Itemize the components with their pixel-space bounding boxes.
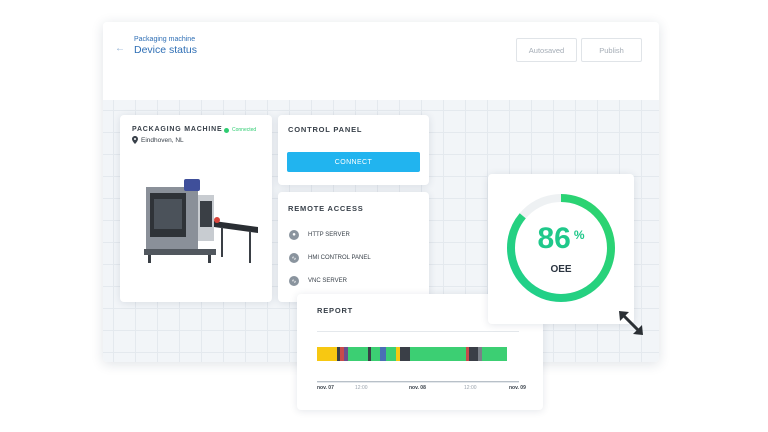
status-text: Connected [232,127,257,133]
machine-panel[interactable]: PACKAGING MACHINE Connected Eindhoven, N… [120,115,272,302]
timeline-segment [368,347,372,361]
report-title: REPORT [317,306,354,315]
timeline-segment [409,347,467,361]
cast-icon: ∿ [289,276,299,286]
timeline-segment [478,347,483,361]
timeline-segment [395,347,400,361]
timeline-segment [344,347,349,361]
machine-image [144,179,258,263]
machine-title: PACKAGING MACHINE [132,126,223,133]
back-arrow-icon[interactable]: ← [115,43,125,54]
control-panel: CONTROL PANEL CONNECT [278,115,429,185]
page-header: ← Packaging machine Device status Autosa… [103,22,659,101]
remote-item-label: VNC SERVER [308,278,347,284]
control-panel-title: CONTROL PANEL [288,125,363,134]
tick-label: nov. 08 [409,385,426,391]
remote-access-panel: REMOTE ACCESS ● HTTP SERVER ∿ HMI CONTRO… [278,192,429,302]
report-chart-frame [317,331,519,383]
timeline-segment [466,347,470,361]
timeline-segment [348,347,369,361]
timeline-segment [337,347,341,361]
timeline-segment [371,347,380,361]
report-timeline-bar [317,347,519,361]
status-badge: Connected [224,127,256,133]
timeline-segment [469,347,479,361]
globe-icon: ● [289,230,299,240]
connect-button[interactable]: CONNECT [287,152,420,172]
tick-label: 12:00 [355,385,368,391]
report-panel[interactable]: REPORT nov. 07 12:00 nov. 08 12:00 nov. … [297,294,543,410]
oee-value-row: 86% [488,222,634,256]
timeline-segment [482,347,507,361]
remote-item-hmi[interactable]: ∿ HMI CONTROL PANEL [289,253,371,263]
autosaved-button[interactable]: Autosaved [516,38,577,62]
oee-value: 86 [537,222,571,255]
report-axis [317,381,519,382]
remote-item-label: HMI CONTROL PANEL [308,255,371,261]
tick-label: nov. 07 [317,385,334,391]
oee-label: OEE [550,264,572,275]
remote-item-http[interactable]: ● HTTP SERVER [289,230,350,240]
status-dot-icon [224,127,229,133]
oee-widget[interactable]: 86% OEE [488,174,634,324]
cast-icon: ∿ [289,253,299,263]
breadcrumb[interactable]: Packaging machine [134,36,196,43]
tick-label: 12:00 [464,385,477,391]
location-text: Eindhoven, NL [141,136,184,144]
timeline-segment [317,347,338,361]
tick-label: nov. 09 [509,385,526,391]
remote-item-label: HTTP SERVER [308,232,350,238]
page-title: Device status [134,44,198,56]
gauge-arc [507,194,615,302]
remote-access-title: REMOTE ACCESS [288,204,364,213]
oee-gauge [507,194,615,302]
timeline-segment [399,347,410,361]
oee-unit: % [573,228,585,242]
publish-button[interactable]: Publish [581,38,642,62]
timeline-segment [385,347,396,361]
timeline-segment [340,347,345,361]
machine-location: Eindhoven, NL [132,136,184,144]
remote-item-vnc[interactable]: ∿ VNC SERVER [289,276,347,286]
location-pin-icon [132,136,138,144]
resize-handle-icon[interactable] [617,309,645,337]
timeline-segment [379,347,386,361]
